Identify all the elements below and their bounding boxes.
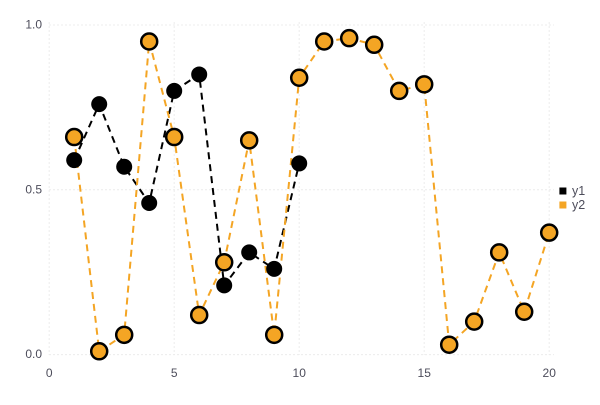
svg-text:15: 15 bbox=[418, 366, 432, 380]
svg-text:0.0: 0.0 bbox=[25, 347, 42, 361]
svg-text:y1: y1 bbox=[572, 184, 585, 198]
svg-text:1.0: 1.0 bbox=[25, 18, 42, 32]
svg-text:20: 20 bbox=[543, 366, 557, 380]
svg-text:0: 0 bbox=[46, 366, 53, 380]
svg-text:5: 5 bbox=[171, 366, 178, 380]
svg-text:y2: y2 bbox=[572, 198, 585, 212]
svg-text:0.5: 0.5 bbox=[25, 182, 42, 196]
svg-text:10: 10 bbox=[293, 366, 307, 380]
